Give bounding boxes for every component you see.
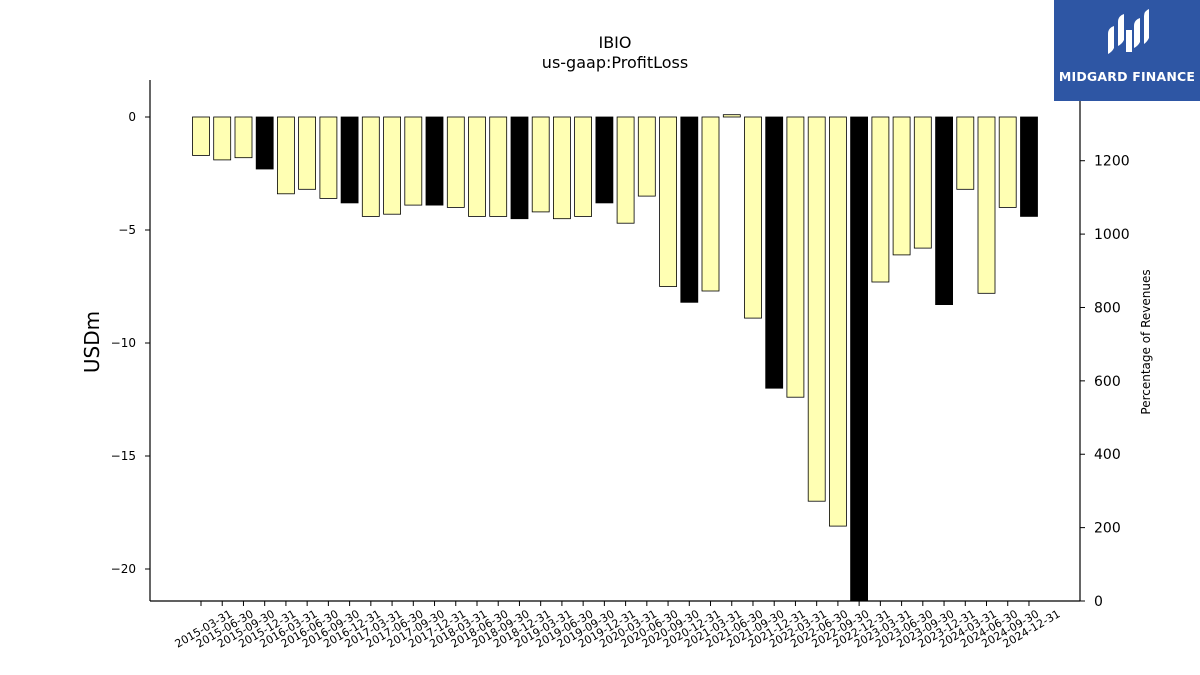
bar-2015-03-31 xyxy=(192,116,210,156)
y2-tick-label: 1000 xyxy=(1094,227,1130,243)
bar-2018-12-31 xyxy=(510,116,529,220)
bar-2021-12-31 xyxy=(765,116,784,389)
y2-axis-label: Percentage of Revenues xyxy=(1139,269,1153,414)
y2-tick-label: 600 xyxy=(1094,374,1121,390)
bar-2024-03-31 xyxy=(956,116,975,190)
midgard-logo-mark-icon xyxy=(1108,9,1149,54)
bar-2022-12-31 xyxy=(850,116,868,602)
bar-2018-03-31 xyxy=(446,116,465,208)
bar-2016-06-30 xyxy=(298,116,317,190)
bar-2017-12-31 xyxy=(425,116,444,206)
y-tick-label: 0 xyxy=(128,110,136,124)
bar-2017-06-30 xyxy=(383,116,402,215)
y2-tick-label: 1200 xyxy=(1094,154,1130,170)
bar-2019-09-30 xyxy=(574,116,592,217)
bar-2024-09-30 xyxy=(998,116,1017,208)
bar-2023-03-31 xyxy=(871,116,890,283)
bar-2022-06-30 xyxy=(807,116,826,502)
bar-2016-09-30 xyxy=(319,116,338,199)
bar-2015-06-30 xyxy=(213,116,232,161)
y-axis-label: USDm xyxy=(80,311,104,373)
chart-subtitle: us-gaap:ProfitLoss xyxy=(542,53,688,72)
bar-2023-12-31 xyxy=(935,116,953,306)
y2-tick-label: 0 xyxy=(1094,594,1103,610)
bar-2016-03-31 xyxy=(276,116,295,195)
bar-2024-12-31 xyxy=(1020,116,1038,217)
chart-title: IBIO xyxy=(598,33,631,52)
y2-tick-label: 200 xyxy=(1094,521,1121,537)
bar-2019-06-30 xyxy=(553,116,571,220)
bar-2022-03-31 xyxy=(786,116,805,398)
y-tick-label: −20 xyxy=(111,562,136,576)
y2-tick-label: 800 xyxy=(1094,300,1121,316)
bars-layer xyxy=(192,114,1038,602)
bar-2022-09-30 xyxy=(829,116,847,527)
bar-2019-12-31 xyxy=(595,116,614,204)
bar-2019-03-31 xyxy=(531,116,550,213)
bar-2021-03-31 xyxy=(701,116,720,292)
bar-2016-12-31 xyxy=(340,116,359,204)
bar-2015-09-30 xyxy=(234,116,253,159)
bar-2020-12-31 xyxy=(680,116,699,303)
bar-2015-12-31 xyxy=(255,116,274,170)
axes-layer: 0−5−10−15−200200400600800100012002015-03… xyxy=(111,80,1130,651)
y-tick-label: −5 xyxy=(118,223,136,237)
bar-2021-09-30 xyxy=(744,116,762,319)
y-tick-label: −10 xyxy=(111,336,136,350)
bar-2023-06-30 xyxy=(892,116,911,256)
y2-tick-label: 400 xyxy=(1094,447,1121,463)
bar-2024-06-30 xyxy=(977,116,996,294)
midgard-finance-logo: MIDGARD FINANCE xyxy=(1054,0,1200,101)
bar-2023-09-30 xyxy=(913,116,932,249)
brand-name: MIDGARD FINANCE xyxy=(1058,69,1196,84)
bar-2018-09-30 xyxy=(489,116,508,217)
bar-2018-06-30 xyxy=(468,116,486,217)
y-tick-label: −15 xyxy=(111,449,136,463)
bar-2020-06-30 xyxy=(637,116,656,197)
bar-2021-06-30 xyxy=(722,114,741,118)
bar-2017-09-30 xyxy=(404,116,423,206)
bar-2020-03-31 xyxy=(616,116,635,224)
bar-2017-03-31 xyxy=(361,116,380,217)
bar-2020-09-30 xyxy=(659,116,677,287)
